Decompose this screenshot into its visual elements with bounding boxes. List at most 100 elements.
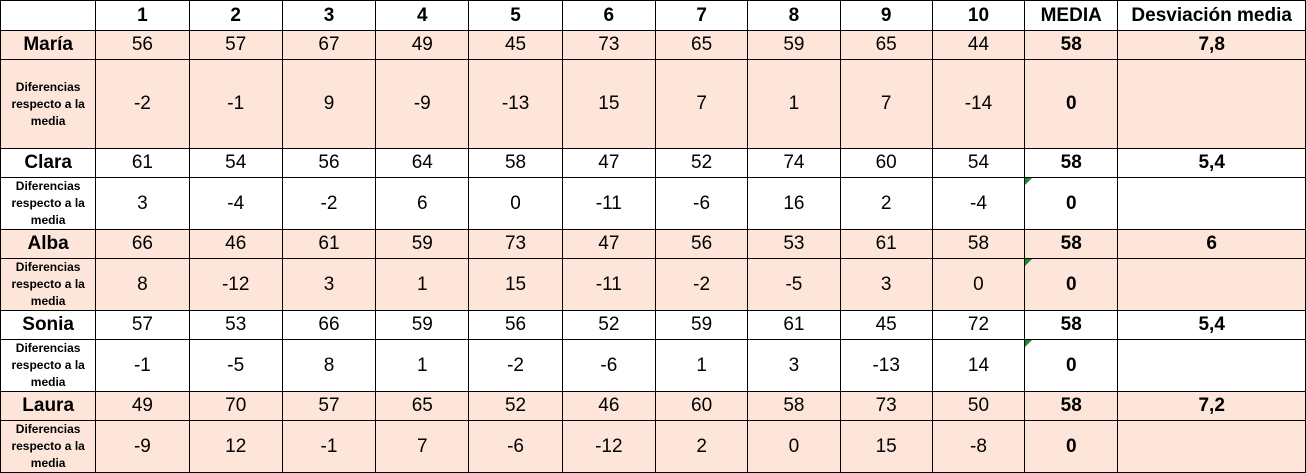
score-cell[interactable]: 52 [654,148,749,178]
score-cell[interactable]: 50 [931,391,1026,421]
difference-cell[interactable]: 15 [839,420,933,473]
difference-media-cell[interactable]: 0 [1024,177,1119,230]
difference-cell[interactable]: 1 [375,258,470,311]
desviacion-cell[interactable]: 5,4 [1117,310,1306,340]
header-cell[interactable]: 4 [375,0,470,31]
difference-cell[interactable]: -2 [468,339,563,392]
score-cell[interactable]: 49 [95,391,190,421]
score-cell[interactable]: 44 [931,30,1026,60]
student-name-cell[interactable]: Laura [0,391,97,421]
score-cell[interactable]: 52 [468,391,563,421]
difference-cell[interactable]: -5 [188,339,283,392]
difference-cell[interactable]: -9 [375,59,470,149]
header-cell[interactable]: 8 [747,0,841,31]
difference-media-cell[interactable]: 0 [1024,59,1119,149]
media-cell[interactable]: 58 [1024,148,1119,178]
empty-cell[interactable] [1117,59,1306,149]
header-cell[interactable]: 2 [188,0,283,31]
desviacion-cell[interactable]: 5,4 [1117,148,1306,178]
media-cell[interactable]: 58 [1024,30,1119,60]
difference-cell[interactable]: 3 [95,177,190,230]
difference-cell[interactable]: -5 [747,258,841,311]
difference-cell[interactable]: 16 [747,177,841,230]
score-cell[interactable]: 74 [747,148,841,178]
desviacion-cell[interactable]: 6 [1117,229,1306,259]
score-cell[interactable]: 58 [747,391,841,421]
student-name-cell[interactable]: María [0,30,97,60]
difference-cell[interactable]: 3 [839,258,933,311]
score-cell[interactable]: 47 [561,229,656,259]
desviacion-cell[interactable]: 7,2 [1117,391,1306,421]
score-cell[interactable]: 54 [188,148,283,178]
score-cell[interactable]: 45 [468,30,563,60]
score-cell[interactable]: 45 [839,310,933,340]
difference-cell[interactable]: 12 [188,420,283,473]
difference-cell[interactable]: 8 [95,258,190,311]
comment-marker-icon[interactable] [1025,178,1033,185]
score-cell[interactable]: 65 [839,30,933,60]
difference-cell[interactable]: -2 [654,258,749,311]
score-cell[interactable]: 54 [931,148,1026,178]
difference-cell[interactable]: -6 [561,339,656,392]
header-cell[interactable]: MEDIA [1024,0,1119,31]
difference-cell[interactable]: -1 [95,339,190,392]
difference-cell[interactable]: -11 [561,258,656,311]
score-cell[interactable]: 53 [747,229,841,259]
header-cell[interactable]: 5 [468,0,563,31]
difference-cell[interactable]: 0 [747,420,841,473]
header-cell[interactable]: 6 [561,0,656,31]
score-cell[interactable]: 49 [375,30,470,60]
difference-cell[interactable]: 1 [654,339,749,392]
score-cell[interactable]: 59 [375,310,470,340]
score-cell[interactable]: 52 [561,310,656,340]
score-cell[interactable]: 57 [188,30,283,60]
score-cell[interactable]: 56 [281,148,377,178]
difference-cell[interactable]: -12 [561,420,656,473]
difference-cell[interactable]: -14 [931,59,1026,149]
score-cell[interactable]: 53 [188,310,283,340]
difference-cell[interactable]: 7 [839,59,933,149]
score-cell[interactable]: 47 [561,148,656,178]
score-cell[interactable]: 64 [375,148,470,178]
difference-cell[interactable]: -6 [468,420,563,473]
difference-cell[interactable]: -9 [95,420,190,473]
score-cell[interactable]: 66 [95,229,190,259]
difference-cell[interactable]: 6 [375,177,470,230]
difference-cell[interactable]: 1 [747,59,841,149]
header-cell[interactable]: 7 [654,0,749,31]
difference-media-cell[interactable]: 0 [1024,258,1119,311]
difference-media-cell[interactable]: 0 [1024,339,1119,392]
difference-cell[interactable]: 3 [747,339,841,392]
difference-cell[interactable]: 2 [839,177,933,230]
difference-cell[interactable]: -4 [931,177,1026,230]
empty-cell[interactable] [1117,258,1306,311]
student-name-cell[interactable]: Clara [0,148,97,178]
difference-cell[interactable]: 0 [468,177,563,230]
score-cell[interactable]: 61 [839,229,933,259]
desviacion-cell[interactable]: 7,8 [1117,30,1306,60]
difference-cell[interactable]: -1 [188,59,283,149]
header-cell[interactable]: 1 [95,0,190,31]
score-cell[interactable]: 67 [281,30,377,60]
score-cell[interactable]: 57 [95,310,190,340]
empty-cell[interactable] [1117,339,1306,392]
media-cell[interactable]: 58 [1024,391,1119,421]
score-cell[interactable]: 73 [468,229,563,259]
score-cell[interactable]: 59 [375,229,470,259]
difference-label-cell[interactable]: Diferencias respecto a la media [0,59,97,149]
difference-label-cell[interactable]: Diferencias respecto a la media [0,258,97,311]
score-cell[interactable]: 73 [839,391,933,421]
score-cell[interactable]: 56 [468,310,563,340]
empty-cell[interactable] [1117,420,1306,473]
score-cell[interactable]: 61 [281,229,377,259]
difference-cell[interactable]: 2 [654,420,749,473]
score-cell[interactable]: 46 [188,229,283,259]
score-cell[interactable]: 61 [747,310,841,340]
difference-label-cell[interactable]: Diferencias respecto a la media [0,177,97,230]
media-cell[interactable]: 58 [1024,310,1119,340]
header-cell[interactable]: 10 [931,0,1026,31]
difference-cell[interactable]: 7 [654,59,749,149]
difference-cell[interactable]: -6 [654,177,749,230]
score-cell[interactable]: 58 [931,229,1026,259]
score-cell[interactable]: 65 [375,391,470,421]
